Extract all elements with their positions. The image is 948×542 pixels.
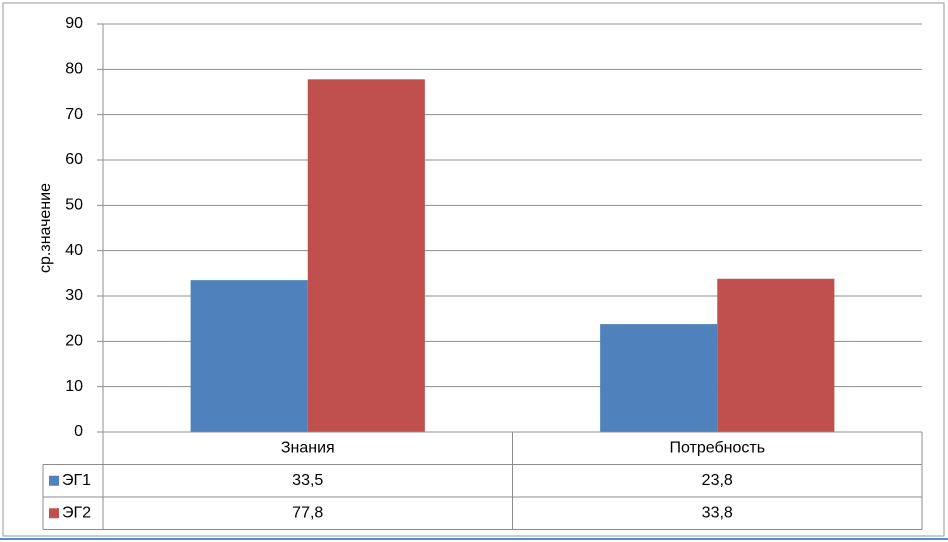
y-tick-label: 10 [65,378,83,395]
y-tick-label: 60 [65,151,83,168]
table-value: 23,8 [702,472,733,489]
bar [190,280,308,432]
legend-key [49,475,59,486]
bar [600,324,718,432]
y-tick-label: 0 [74,423,83,440]
bar [307,79,425,432]
y-tick-label: 80 [65,61,83,78]
y-tick-label: 40 [65,242,83,259]
x-tick-label: Знания [281,439,335,456]
table-value: 33,8 [702,504,733,521]
y-tick-label: 30 [65,287,83,304]
legend-label: ЭГ1 [62,472,91,489]
x-tick-label: Потребность [669,439,765,456]
legend-key [49,508,59,519]
table-value: 33,5 [292,472,323,489]
bar [717,278,835,432]
table-value: 77,8 [292,504,323,521]
y-axis-label: ср.значение [37,183,54,273]
y-tick-label: 50 [65,197,83,214]
y-tick-label: 70 [65,106,83,123]
y-tick-label: 20 [65,333,83,350]
y-tick-label: 90 [65,15,83,32]
legend-label: ЭГ2 [62,504,91,521]
